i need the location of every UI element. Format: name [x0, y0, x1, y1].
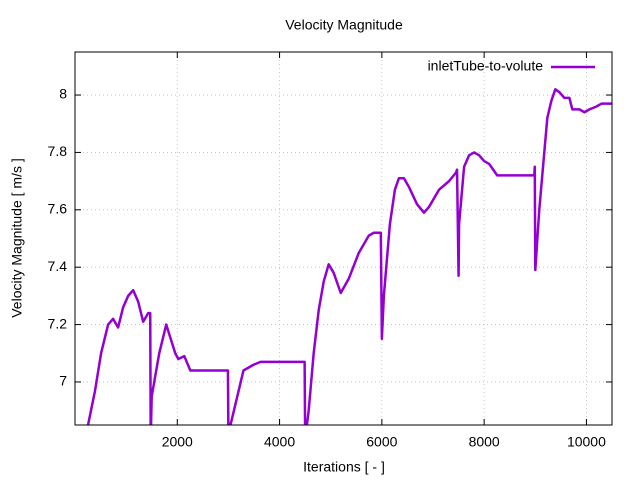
y-tick-label: 7	[59, 373, 67, 389]
y-tick-label: 7.8	[48, 143, 68, 159]
x-tick-label: 4000	[264, 434, 295, 450]
chart-title: Velocity Magnitude	[285, 17, 403, 33]
x-tick-label: 6000	[366, 434, 397, 450]
grid	[75, 52, 612, 425]
y-tick-label: 7.6	[48, 201, 68, 217]
plot-area	[86, 88, 612, 425]
x-axis-label: Iterations [ - ]	[303, 459, 385, 475]
legend-label: inletTube-to-volute	[428, 58, 544, 74]
x-tick-label: 8000	[469, 434, 500, 450]
x-tick-label: 2000	[162, 434, 193, 450]
plot-frame	[74, 51, 613, 426]
x-tick-label: 10000	[567, 434, 606, 450]
data-line	[86, 88, 612, 425]
y-tick-label: 7.4	[48, 258, 68, 274]
y-axis-label: Velocity Magnitude [ m/s ]	[9, 158, 25, 318]
y-tick-label: 7.2	[48, 315, 68, 331]
y-tick-label: 8	[59, 86, 67, 102]
